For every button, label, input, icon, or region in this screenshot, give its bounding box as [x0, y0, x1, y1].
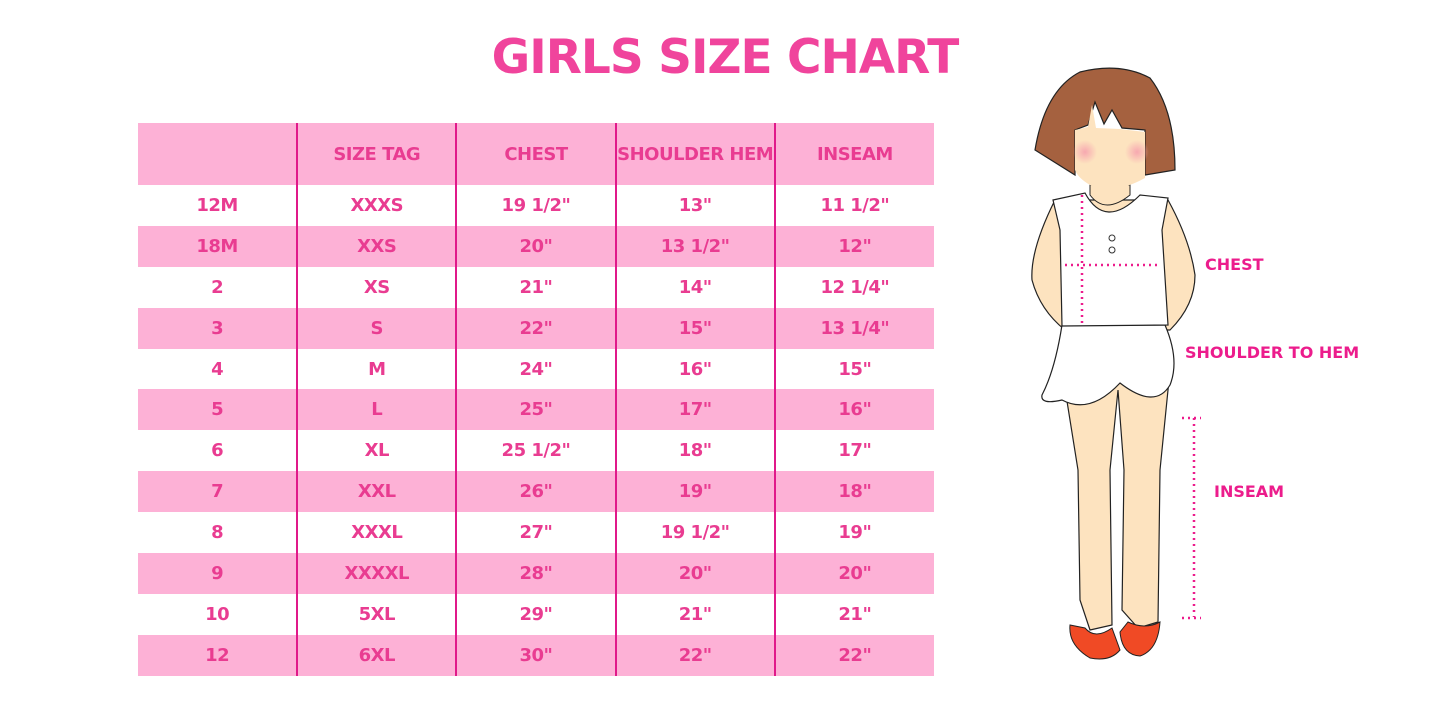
table-cell: XXXXL	[296, 553, 457, 594]
table-cell: 13 1/2"	[614, 225, 775, 267]
table-cell: S	[296, 307, 457, 349]
table-cell: 4	[211, 358, 224, 380]
table-cell: M	[296, 348, 457, 390]
table-row: 18M XXS 20" 13 1/2" 12"	[138, 225, 934, 267]
inseam-label: INSEAM	[1214, 482, 1285, 501]
table-cell: 19"	[773, 512, 934, 554]
table-cell: 6XL	[296, 634, 457, 676]
table-row: 3 S 22" 15" 13 1/4"	[138, 307, 934, 349]
table-cell: XXS	[296, 225, 457, 267]
column-header: INSEAM	[773, 123, 934, 185]
table-cell: 17"	[614, 389, 775, 431]
table-cell: XXXL	[296, 512, 457, 554]
table-cell: 13"	[614, 185, 775, 226]
chest-label: CHEST	[1205, 255, 1264, 274]
table-row: 7 XXL 26" 19" 18"	[138, 471, 934, 513]
table-cell: 29"	[455, 593, 616, 635]
table-cell: 25"	[455, 389, 616, 431]
column-header	[138, 123, 298, 185]
table-row: 8 XXXL 27" 19 1/2" 19"	[138, 512, 934, 554]
table-cell: XXL	[296, 471, 457, 513]
table-row: 12M XXXS 19 1/2" 13" 11 1/2"	[138, 185, 934, 226]
table-cell: L	[296, 389, 457, 431]
table-cell: 2	[211, 276, 224, 298]
table-cell: 19 1/2"	[455, 185, 616, 226]
table-cell: XL	[296, 430, 457, 472]
table-cell: 11 1/2"	[773, 185, 934, 226]
table-cell: 12 1/4"	[773, 266, 934, 308]
table-cell: 5	[138, 389, 298, 431]
table-cell: 26"	[455, 471, 616, 513]
table-cell: 21"	[773, 593, 934, 635]
table-cell: 20"	[773, 553, 934, 594]
table-row: 5 L 25" 17" 16"	[138, 389, 934, 431]
table-cell: 19"	[614, 471, 775, 513]
table-cell: 19 1/2"	[614, 512, 775, 554]
left-shoe	[1069, 624, 1121, 660]
table-cell: 9	[138, 553, 298, 594]
column-header: SHOULDER HEM	[614, 123, 775, 185]
table-row: 9 XXXXL 28" 20" 20"	[138, 553, 934, 594]
table-cell: 20"	[614, 553, 775, 594]
table-cell: 3	[138, 307, 298, 349]
shorts	[1041, 324, 1175, 406]
table-cell: 22"	[455, 307, 616, 349]
table-cell: XXXS	[296, 185, 457, 226]
table-row: 12 6XL 30" 22" 22"	[138, 634, 934, 676]
table-cell: 7	[138, 471, 298, 513]
table-cell: 18"	[614, 430, 775, 472]
table-row: 6 XL 25 1/2" 18" 17"	[138, 430, 934, 472]
shoulder-to-hem-label: SHOULDER TO HEM	[1185, 343, 1360, 362]
table-cell: 13 1/4"	[773, 307, 934, 349]
table-cell: 21"	[614, 593, 775, 635]
table-cell: 12	[138, 634, 298, 676]
column-header: CHEST	[455, 123, 616, 185]
table-cell: 16"	[614, 348, 775, 390]
table-cell: 5XL	[296, 593, 457, 635]
table-cell: 18"	[773, 471, 934, 513]
table-cell: 27"	[455, 512, 616, 554]
table-cell: 17"	[773, 430, 934, 472]
table-cell: 30"	[455, 634, 616, 676]
table-cell: 28"	[455, 553, 616, 594]
size-chart-table: SIZE TAG CHEST SHOULDER HEM INSEAM 12M XXXS 1…	[138, 123, 934, 676]
table-cell: XS	[296, 266, 457, 308]
table-cell: 25 1/2"	[455, 430, 616, 472]
table-cell: 20"	[455, 225, 616, 267]
legs	[1061, 369, 1171, 631]
table-cell: 12"	[773, 225, 934, 267]
column-header: SIZE TAG	[296, 123, 457, 185]
table-cell: 16"	[773, 389, 934, 431]
right-shoe	[1119, 621, 1161, 657]
table-row: 10 5XL 29" 21" 21"	[138, 593, 934, 635]
table-cell: 15"	[614, 307, 775, 349]
table-cell: 15"	[773, 348, 934, 390]
table-cell: 18M	[138, 225, 298, 267]
face	[1075, 105, 1145, 189]
table-cell: 22"	[773, 634, 934, 676]
table-cell: 6	[211, 440, 224, 462]
table-cell: 22"	[614, 634, 775, 676]
table-cell: 12M	[196, 194, 238, 216]
hair	[1034, 67, 1176, 177]
table-header-row: SIZE TAG CHEST SHOULDER HEM INSEAM	[138, 123, 934, 185]
table-cell: 8	[211, 522, 224, 544]
table-cell: 24"	[455, 348, 616, 390]
table-cell: 21"	[455, 266, 616, 308]
table-cell: 14"	[614, 266, 775, 308]
table-row: 4 M 24" 16" 15"	[138, 348, 934, 390]
page-title: GIRLS SIZE CHART	[491, 30, 960, 85]
table-row: 2 XS 21" 14" 12 1/4"	[138, 266, 934, 308]
table-cell: 10	[205, 603, 230, 625]
shirt	[1052, 192, 1169, 327]
